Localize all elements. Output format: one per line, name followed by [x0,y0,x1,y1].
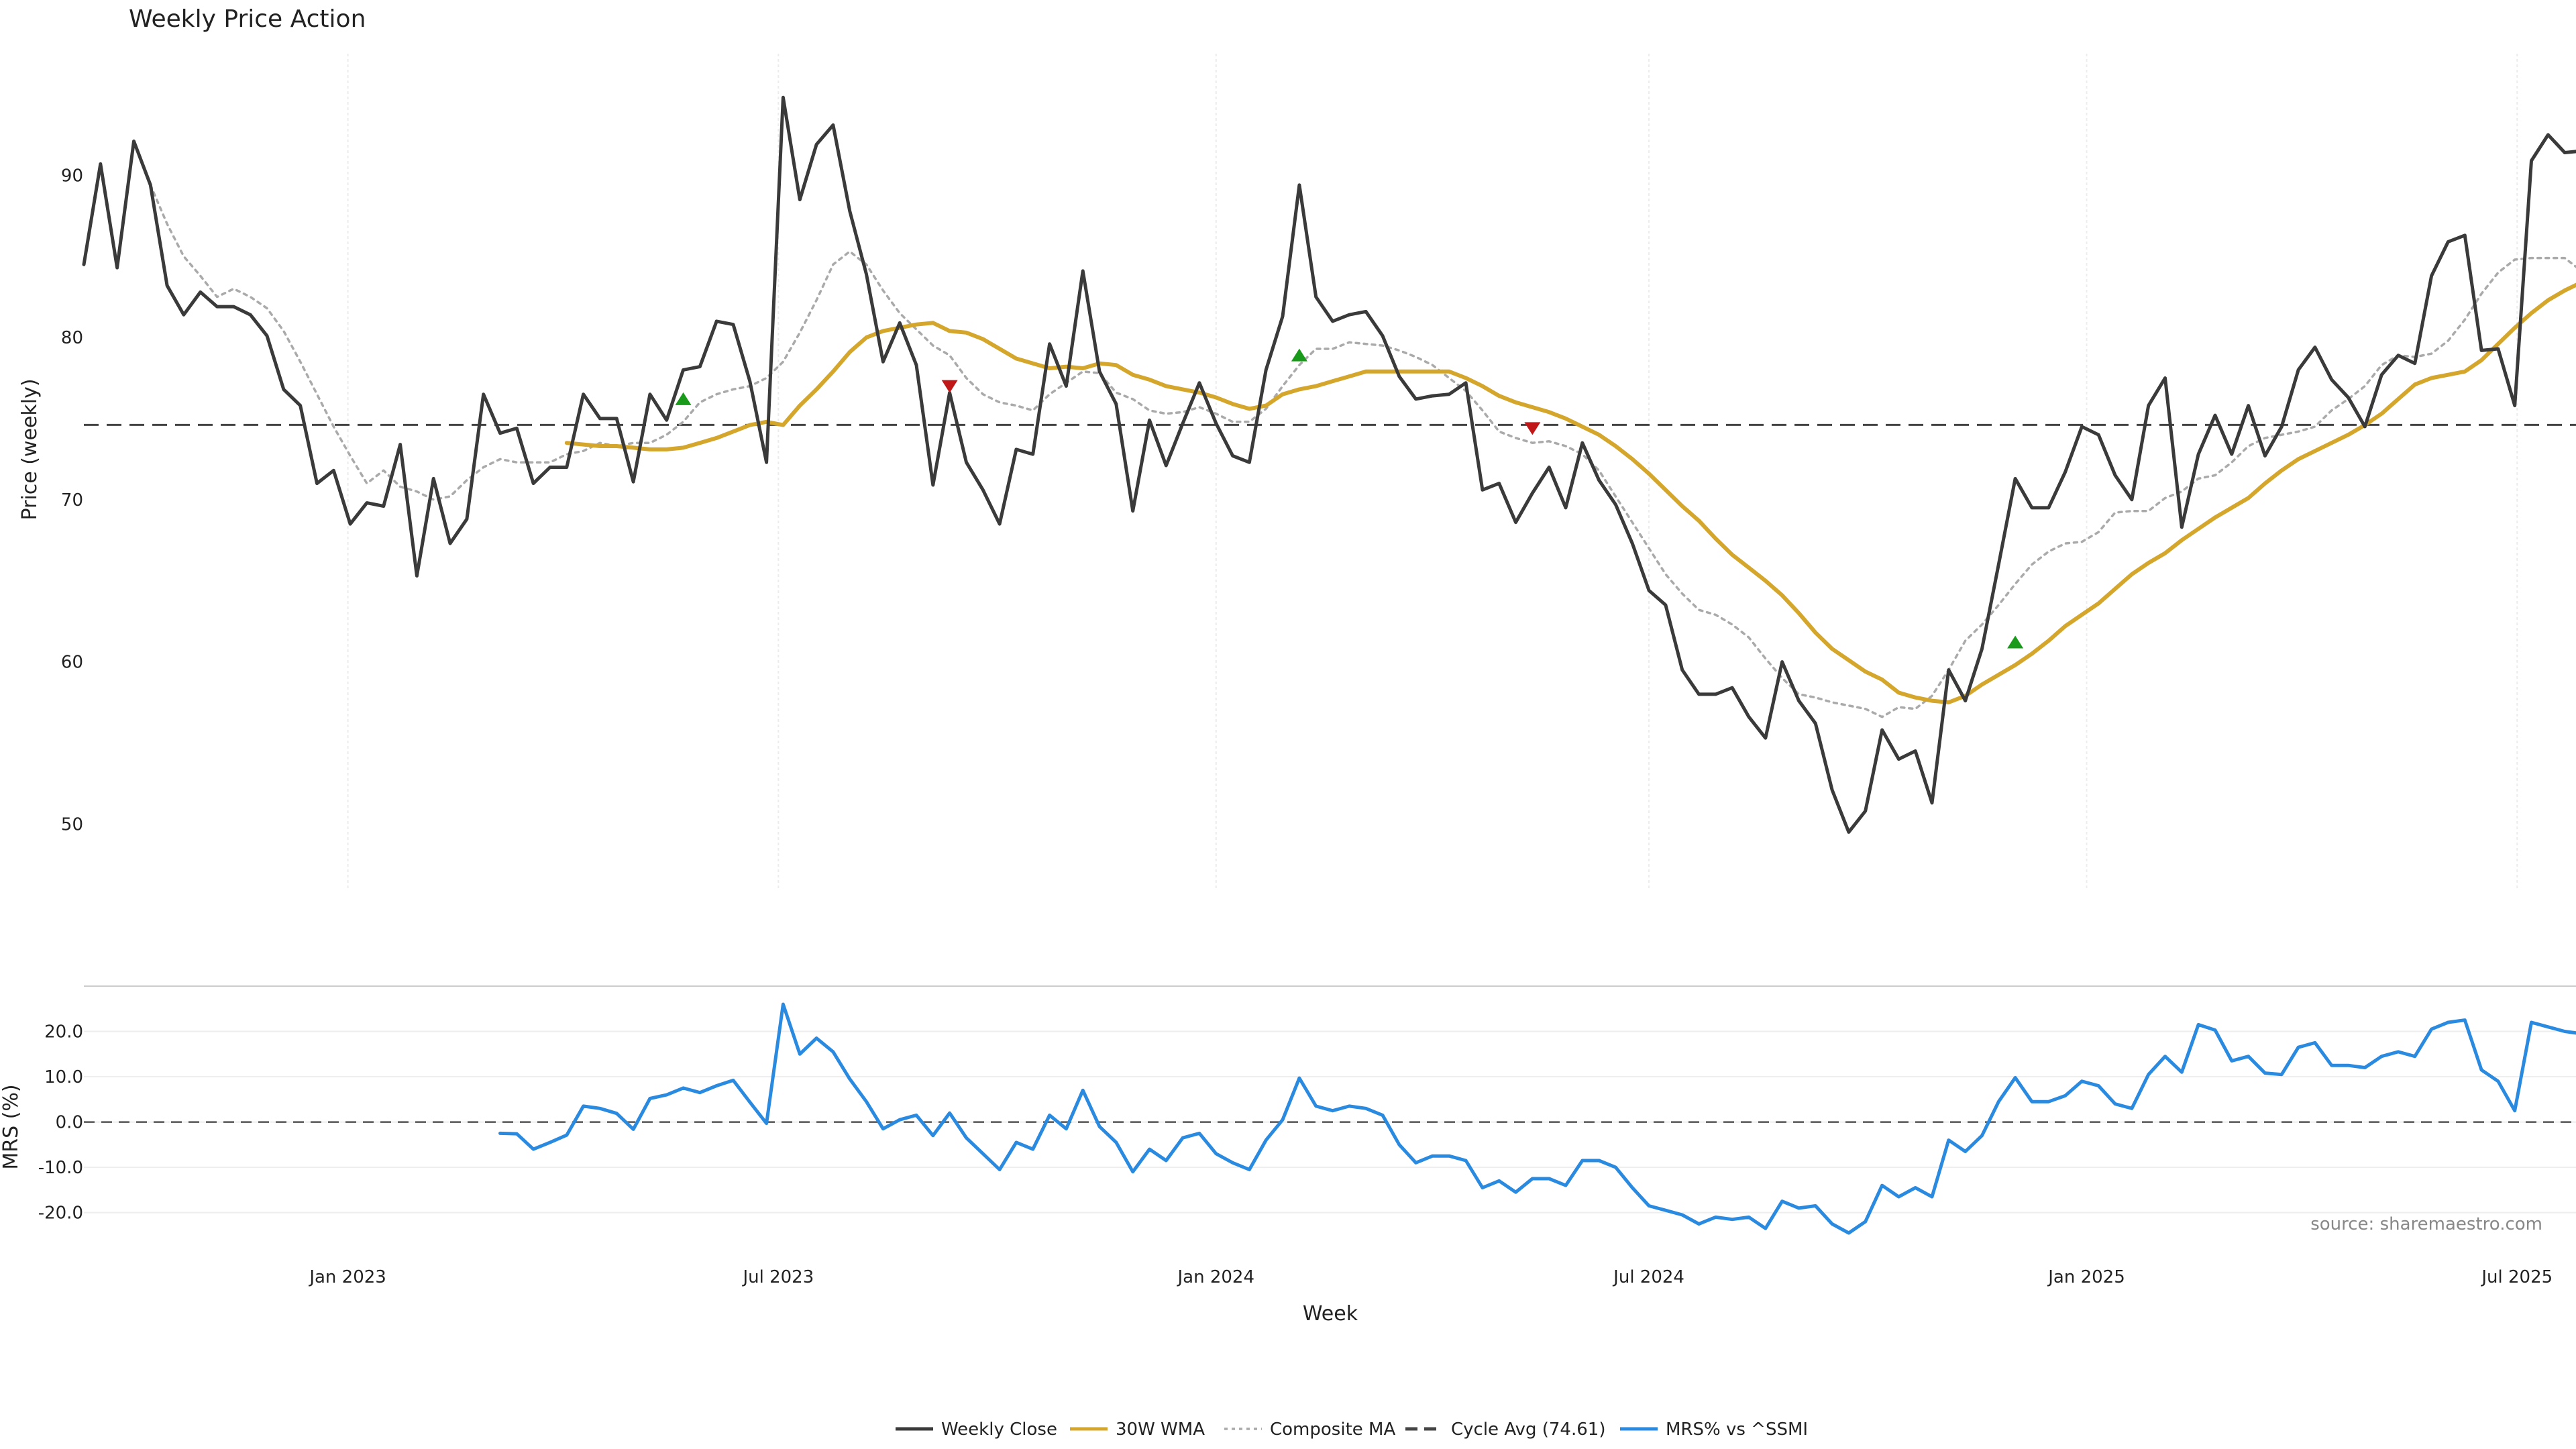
price-y-tick-label: 80 [61,328,83,348]
x-tick-label: Jan 2023 [308,1267,386,1287]
price-y-tick-label: 60 [61,653,83,673]
mrs-y-tick-label: 20.0 [44,1022,83,1042]
price-y-axis-label: Price (weekly) [18,378,42,520]
buy-signal-marker [1291,348,1307,362]
legend-label: 30W WMA [1116,1419,1205,1440]
mrs-panel [498,1002,2576,1235]
price-y-tick-label: 50 [61,814,83,835]
legend-label: Composite MA [1270,1419,1395,1440]
legend: Weekly Close 30W WMA Composite MA Cycle Avg… [896,1419,1808,1440]
price-y-tick-label: 90 [61,166,83,186]
legend-label: MRS% vs ^SSMI [1666,1419,1808,1440]
source-label: source: sharemaestro.com [2310,1214,2542,1234]
x-tick-label: Jul 2025 [2480,1267,2553,1287]
x-tick-label: Jan 2024 [1177,1267,1255,1287]
mrs-y-tick-label: 10.0 [44,1067,83,1087]
mrs-y-tick-label: -20.0 [38,1203,83,1224]
legend-label: Weekly Close [941,1419,1057,1440]
legend-label: Cycle Avg (74.61) [1451,1419,1605,1440]
x-tick-label: Jul 2023 [741,1267,814,1287]
buy-signal-marker [675,392,692,405]
chart-title: Weekly Price Action [129,5,366,33]
price-grid: 50 60 70 80 90 [61,54,2518,889]
mrs-grid: 20.0 10.0 0.0 -10.0 -20.0 [38,985,2576,1224]
mrs-y-axis-label: MRS (%) [0,1084,23,1169]
mrs-y-tick-label: 0.0 [56,1113,83,1133]
price-y-tick-label: 70 [61,490,83,511]
series-weekly-close [82,95,2576,834]
series-mrs-vs-ssmi [498,1002,2576,1235]
mrs-y-tick-label: -10.0 [38,1158,83,1178]
x-tick-label: Jan 2025 [2047,1267,2125,1287]
sell-signal-marker [1524,422,1541,435]
x-tick-label: Jul 2024 [1612,1267,1684,1287]
buy-signal-marker [2007,635,2024,649]
price-panel [82,95,2576,834]
x-axis-ticks: Jan 2023 Jul 2023 Jan 2024 Jul 2024 Jan 2025… [308,1267,2553,1287]
sell-signal-marker [941,380,958,393]
series-30w-wma [564,282,2576,704]
series-composite-ma [149,184,2576,718]
x-axis-label: Week [1303,1302,1358,1326]
